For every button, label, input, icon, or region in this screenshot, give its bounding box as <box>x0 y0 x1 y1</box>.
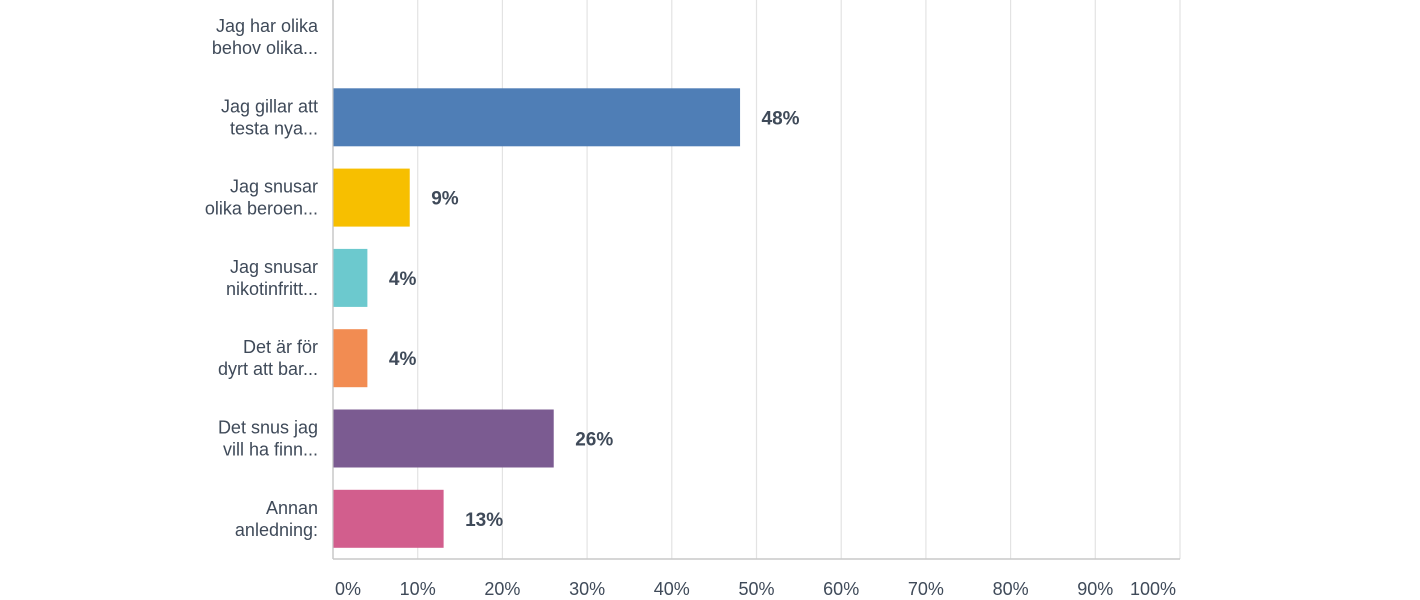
category-label: vill ha finn... <box>223 440 318 460</box>
category-label: anledning: <box>235 520 318 540</box>
bar <box>333 329 368 388</box>
data-label: 48% <box>762 108 800 129</box>
x-tick-label: 10% <box>400 579 436 599</box>
data-label: 13% <box>465 510 503 531</box>
category-label: Annan <box>266 498 318 518</box>
data-label: 26% <box>575 430 613 451</box>
category-label: olika beroen... <box>205 199 318 219</box>
x-tick-label: 50% <box>738 579 774 599</box>
category-label: Jag snusar <box>230 257 318 277</box>
category-label: dyrt att bar... <box>218 359 318 379</box>
x-tick-label: 60% <box>823 579 859 599</box>
x-tick-label: 20% <box>484 579 520 599</box>
x-tick-label: 70% <box>908 579 944 599</box>
data-label: 9% <box>431 189 459 210</box>
category-label: behov olika... <box>212 38 318 58</box>
bar <box>333 88 741 147</box>
category-label: Jag snusar <box>230 177 318 197</box>
bar <box>333 489 444 548</box>
x-tick-label: 100% <box>1130 579 1176 599</box>
category-label: Det är för <box>243 337 318 357</box>
x-tick-label: 80% <box>993 579 1029 599</box>
bar <box>333 168 410 227</box>
x-tick-label: 0% <box>335 579 361 599</box>
bar <box>333 248 368 307</box>
category-label: nikotinfritt... <box>226 279 318 299</box>
data-label: 4% <box>389 349 417 370</box>
x-tick-label: 40% <box>654 579 690 599</box>
category-label: Det snus jag <box>218 418 318 438</box>
category-label: testa nya... <box>230 118 318 138</box>
x-tick-label: 30% <box>569 579 605 599</box>
x-tick-label: 90% <box>1077 579 1113 599</box>
data-label: 4% <box>389 269 417 290</box>
category-label: Jag har olika <box>216 16 319 36</box>
category-label: Jag gillar att <box>221 96 318 116</box>
bar <box>333 409 554 468</box>
